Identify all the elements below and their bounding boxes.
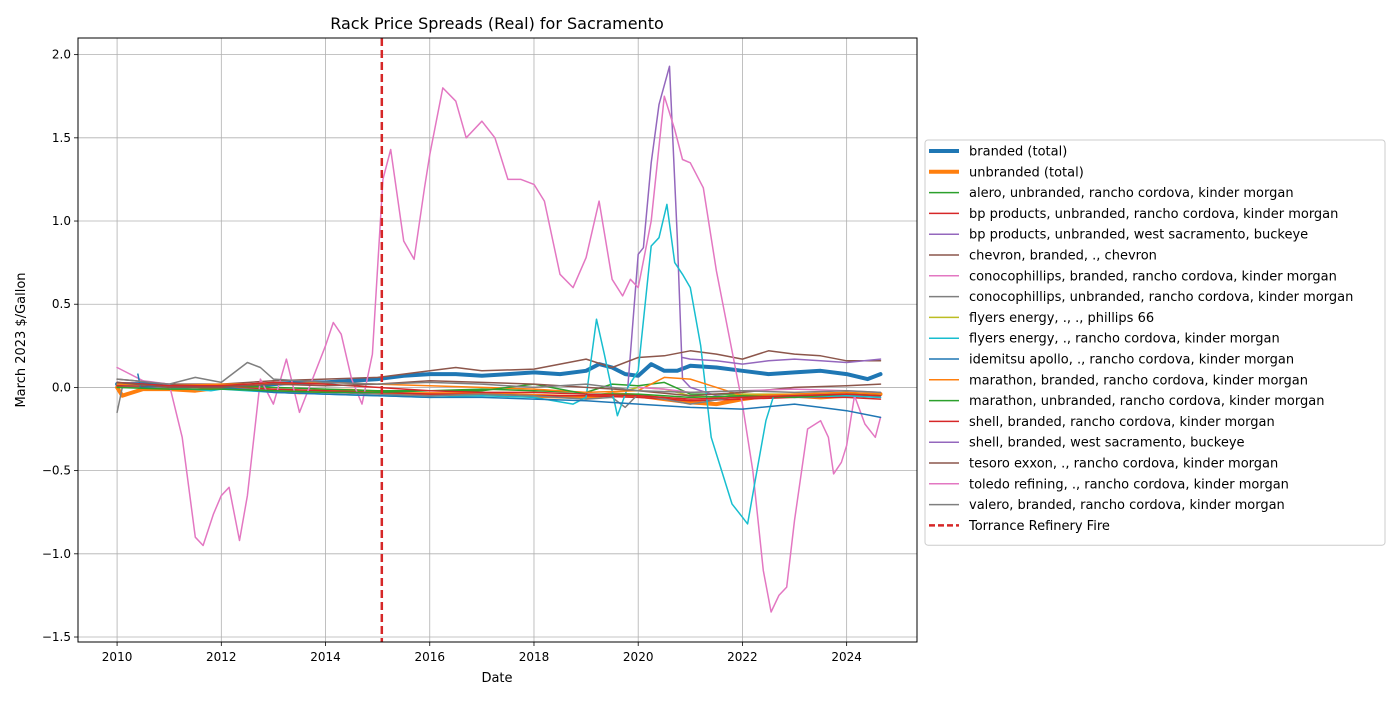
legend-label: conocophillips, unbranded, rancho cordov… bbox=[969, 290, 1353, 305]
x-tick-label: 2018 bbox=[519, 650, 550, 664]
y-tick-label: −1.0 bbox=[42, 547, 71, 561]
legend-label: shell, branded, west sacramento, buckeye bbox=[969, 436, 1245, 451]
legend-label: shell, branded, rancho cordova, kinder m… bbox=[969, 415, 1275, 430]
series-line bbox=[116, 381, 882, 400]
legend-label: idemitsu apollo, ., rancho cordova, kind… bbox=[969, 353, 1294, 368]
legend-label: marathon, unbranded, rancho cordova, kin… bbox=[969, 394, 1324, 409]
legend-box bbox=[924, 139, 1386, 546]
legend-label: flyers energy, ., rancho cordova, kinder… bbox=[969, 332, 1280, 347]
legend-label: Torrance Refinery Fire bbox=[968, 519, 1110, 534]
y-tick-label: 2.0 bbox=[52, 48, 71, 62]
y-tick-label: −1.5 bbox=[42, 630, 71, 644]
x-tick-label: 2014 bbox=[310, 650, 341, 664]
y-tick-label: 1.0 bbox=[52, 214, 71, 228]
series-line bbox=[681, 356, 882, 365]
x-tick-label: 2016 bbox=[414, 650, 445, 664]
y-tick-label: 1.5 bbox=[52, 131, 71, 145]
legend-label: conocophillips, branded, rancho cordova,… bbox=[969, 269, 1337, 284]
legend-items: branded (total) unbranded (total) alero, u… bbox=[929, 145, 1353, 534]
legend-label: flyers energy, ., ., phillips 66 bbox=[969, 311, 1154, 326]
x-axis-ticks: 2010 2012 2014 2016 2018 2020 2022 2024 bbox=[102, 642, 862, 664]
legend-label: chevron, branded, ., chevron bbox=[969, 249, 1157, 264]
x-tick-label: 2010 bbox=[102, 650, 133, 664]
legend-label: bp products, unbranded, rancho cordova, … bbox=[969, 207, 1338, 222]
chart-title: Rack Price Spreads (Real) for Sacramento bbox=[330, 14, 664, 33]
plot-frame bbox=[77, 37, 918, 643]
series-line bbox=[116, 361, 882, 394]
series-layer bbox=[115, 65, 883, 613]
series-line bbox=[116, 87, 882, 613]
y-axis-label: March 2023 $/Gallon bbox=[14, 272, 29, 407]
y-axis-ticks: −1.5 −1.0 −0.5 0.0 0.5 1.0 1.5 2.0 bbox=[42, 48, 78, 644]
series-line bbox=[116, 350, 882, 385]
legend-label: tesoro exxon, ., rancho cordova, kinder … bbox=[969, 457, 1278, 472]
series-line bbox=[627, 65, 882, 399]
x-axis-label: Date bbox=[481, 671, 512, 686]
legend-label: branded (total) bbox=[969, 145, 1067, 160]
legend-label: alero, unbranded, rancho cordova, kinder… bbox=[969, 186, 1294, 201]
legend-label: unbranded (total) bbox=[969, 165, 1084, 180]
legend-label: toledo refining, ., rancho cordova, kind… bbox=[969, 477, 1289, 492]
x-tick-label: 2012 bbox=[206, 650, 237, 664]
x-tick-label: 2022 bbox=[727, 650, 758, 664]
y-tick-label: −0.5 bbox=[42, 464, 71, 478]
y-tick-label: 0.0 bbox=[52, 380, 71, 394]
legend-label: marathon, branded, rancho cordova, kinde… bbox=[969, 373, 1308, 388]
y-tick-label: 0.5 bbox=[52, 297, 71, 311]
legend: branded (total) unbranded (total) alero, u… bbox=[924, 139, 1386, 546]
x-tick-label: 2024 bbox=[831, 650, 862, 664]
series-line bbox=[116, 203, 882, 525]
legend-label: valero, branded, rancho cordova, kinder … bbox=[969, 498, 1285, 513]
x-tick-label: 2020 bbox=[623, 650, 654, 664]
legend-label: bp products, unbranded, west sacramento,… bbox=[969, 228, 1308, 243]
